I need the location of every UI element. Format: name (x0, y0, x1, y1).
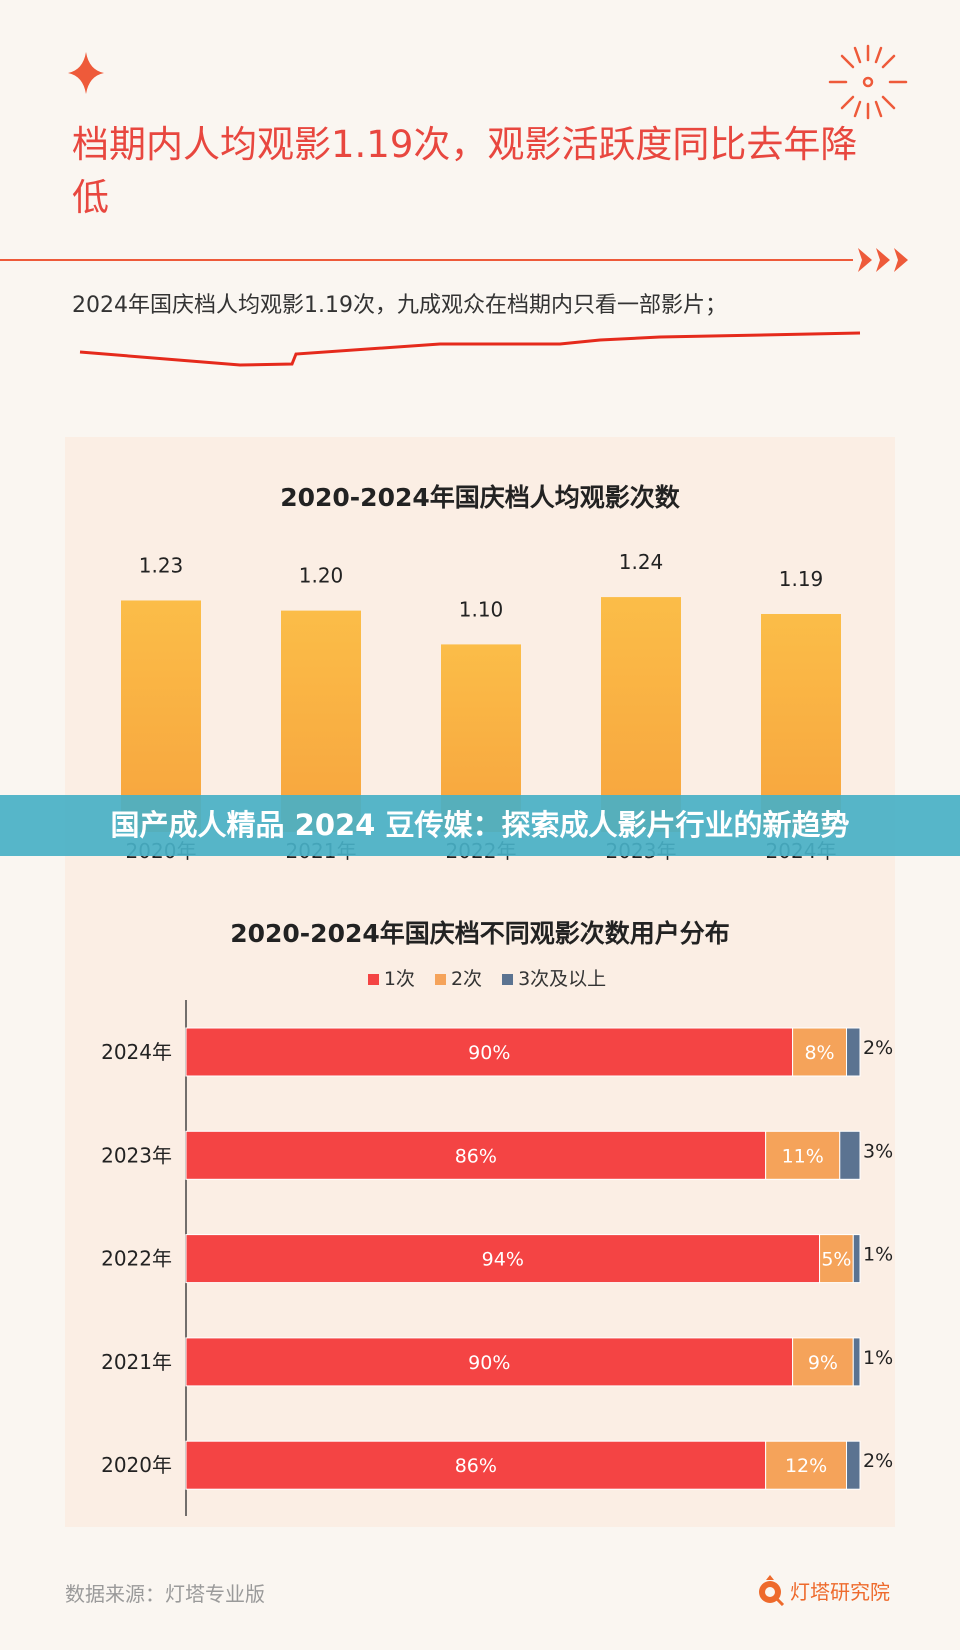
y-tick-label: 2023年 (101, 1143, 172, 1167)
chart1-title: 2020-2024年国庆档人均观影次数 (280, 483, 680, 512)
sparkle-icon (68, 52, 104, 94)
bar-value-label: 11% (782, 1145, 824, 1167)
bar-value-label: 8% (804, 1042, 834, 1064)
y-tick-label: 2021年 (101, 1350, 172, 1374)
legend-swatch-2 (434, 974, 446, 985)
bar-value-label: 12% (785, 1455, 827, 1477)
overlay-banner: 国产成人精品 2024 豆传媒：探索成人影片行业的新趋势 (0, 795, 960, 856)
legend-swatch-3 (502, 974, 514, 985)
bar-value-label: 94% (482, 1249, 524, 1271)
bar-value-label: 90% (468, 1352, 510, 1374)
y-tick-label: 2020年 (101, 1453, 172, 1477)
bar-value-label: 9% (808, 1352, 838, 1374)
handdrawn-underline (79, 331, 861, 367)
bar-segment (765, 1440, 848, 1490)
y-tick-label: 2024年 (101, 1040, 172, 1064)
firework-icon (828, 44, 908, 120)
bar-value-label: 1% (863, 1244, 893, 1266)
bar-segment (852, 1337, 861, 1387)
bar-segment (185, 1130, 767, 1180)
bar-segment (819, 1234, 854, 1284)
bar-segment (852, 1234, 861, 1284)
legend-label-3: 3次及以上 (518, 968, 607, 990)
lighthouse-logo-icon (759, 1575, 785, 1606)
bar-value-label: 90% (468, 1042, 510, 1064)
brand-name: 灯塔研究院 (790, 1579, 890, 1604)
legend: 1次 2次 3次及以上 (0, 964, 960, 991)
legend-label-1: 1次 (383, 968, 415, 990)
bar-segment (792, 1337, 854, 1387)
bar-segment (185, 1234, 821, 1284)
bar-value-label: 1.24 (619, 550, 664, 574)
y-tick-label: 2022年 (101, 1247, 172, 1271)
bar-value-label: 1.20 (299, 564, 344, 588)
legend-label-2: 2次 (450, 968, 483, 990)
bar-value-label: 86% (455, 1145, 497, 1167)
bar (121, 600, 201, 832)
bar-segment (792, 1027, 848, 1077)
bar-value-label: 86% (455, 1455, 497, 1477)
bar-value-label: 2% (863, 1450, 893, 1472)
arrows-icon (858, 248, 908, 272)
bar-value-label: 1.23 (139, 553, 184, 577)
page-subtitle: 2024年国庆档人均观影1.19次，九成观众在档期内只看一部影片； (72, 293, 727, 318)
bar (601, 597, 681, 832)
bar-segment (846, 1027, 861, 1077)
bar-segment (185, 1337, 794, 1387)
bar-segment (839, 1130, 861, 1180)
bar-value-label: 1.10 (459, 597, 504, 621)
bar-segment (846, 1440, 861, 1490)
bar-segment (185, 1027, 794, 1077)
data-source: 数据来源：灯塔专业版 (65, 1582, 265, 1606)
legend-swatch-1 (367, 974, 379, 985)
bar-value-label: 3% (863, 1140, 893, 1162)
bar-segment (185, 1440, 767, 1490)
bar-value-label: 5% (821, 1249, 851, 1271)
bar-segment (765, 1130, 841, 1180)
chart2-title: 2020-2024年国庆档不同观影次数用户分布 (230, 919, 730, 948)
page-title: 档期内人均观影1.19次，观影活跃度同比去年降低 (72, 123, 858, 219)
decorations (0, 44, 908, 367)
bar-value-label: 1% (863, 1347, 893, 1369)
bar-value-label: 1.19 (779, 567, 824, 591)
bar-value-label: 2% (863, 1037, 893, 1059)
brand-logo: 灯塔研究院 (756, 1574, 890, 1606)
stacked-bar-chart: 2024年 90% 8% 2% 2023年 86% 11% 3% 2022年 94% 5% 1% 202… (101, 1000, 893, 1516)
